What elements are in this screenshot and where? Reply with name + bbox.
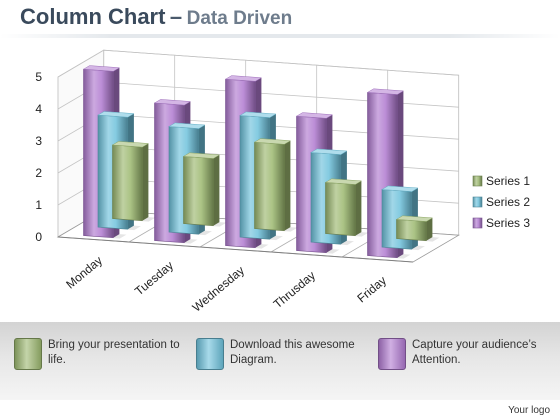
footer-text-2: Download this awesome Diagram. xyxy=(230,339,355,366)
footer-band: Bring your presentation to life. Downloa… xyxy=(0,322,560,400)
bar-top-face xyxy=(168,122,206,129)
x-axis-line xyxy=(57,236,414,263)
bar-front-face xyxy=(183,156,214,227)
bar-top-face xyxy=(310,148,348,155)
bar-top-face xyxy=(82,65,121,72)
bar-series-1-friday xyxy=(395,215,440,242)
footer-swatch-green xyxy=(14,338,42,370)
chart-bars xyxy=(82,65,440,259)
x-tick-label: Thrusday xyxy=(271,268,318,311)
footer-text-3: Capture your audience’s Attention. xyxy=(412,339,537,366)
legend-label: Series 3 xyxy=(486,216,530,230)
footer-swatch-blue xyxy=(196,338,224,370)
y-tick-label: 4 xyxy=(35,102,42,116)
page-title: Column Chart – Data Driven xyxy=(20,4,292,30)
bar-series-1-thrusday xyxy=(324,178,369,237)
x-tick-label: Friday xyxy=(354,273,389,305)
y-tick-label: 3 xyxy=(35,134,42,148)
bar-series-1-tuesday xyxy=(182,152,227,227)
bar-top-face xyxy=(381,185,419,192)
y-tick-label: 1 xyxy=(35,198,42,212)
bar-top-face xyxy=(324,178,363,185)
bar-top-face xyxy=(153,99,192,106)
brand-logo-text: Your logo xyxy=(508,405,550,416)
bar-side-face xyxy=(213,154,220,226)
y-tick-label: 5 xyxy=(35,70,42,84)
bar-top-face xyxy=(182,152,221,159)
bar-top-face xyxy=(111,141,150,148)
bar-side-face xyxy=(142,143,149,221)
bar-side-face xyxy=(355,180,362,236)
bar-top-face xyxy=(253,138,292,145)
y-tick-label: 0 xyxy=(35,230,42,244)
title-dash: – xyxy=(169,4,183,29)
bar-series-1-wednesday xyxy=(253,138,298,232)
title-main: Column Chart xyxy=(20,4,166,29)
x-tick-label: Wednesday xyxy=(190,263,247,314)
legend-label: Series 1 xyxy=(486,174,530,188)
x-tick-label: Tuesday xyxy=(132,258,176,298)
x-tick-label: Monday xyxy=(63,253,105,291)
legend-label: Series 2 xyxy=(486,195,530,209)
footer-text-1: Bring your presentation to life. xyxy=(48,339,180,366)
bar-front-face xyxy=(325,182,356,237)
bar-top-face xyxy=(395,215,434,222)
column-chart: 0 1 2 3 4 5 Monday Tuesday Wednesday Thrusday Frid… xyxy=(35,49,530,315)
bar-side-face xyxy=(426,217,433,241)
title-subtitle: Data Driven xyxy=(186,8,293,29)
bar-side-face xyxy=(284,140,291,231)
bar-top-face xyxy=(224,75,263,82)
legend-swatch xyxy=(472,175,483,187)
bar-front-face xyxy=(254,141,285,232)
legend-swatch xyxy=(472,196,483,208)
footer-swatch-purple xyxy=(378,338,406,370)
bar-front-face xyxy=(112,144,143,222)
gridline-h xyxy=(57,49,459,78)
bar-top-face xyxy=(239,111,277,118)
bar-top-face xyxy=(295,112,334,119)
chart-legend: Series 1 Series 2 Series 3 xyxy=(472,174,530,230)
title-divider xyxy=(0,34,560,38)
bar-top-face xyxy=(366,88,405,95)
legend-swatch xyxy=(472,217,483,229)
bar-top-face xyxy=(97,111,135,118)
bar-front-face xyxy=(396,219,427,242)
bar-series-1-monday xyxy=(111,141,156,222)
y-tick-label: 2 xyxy=(35,166,42,180)
